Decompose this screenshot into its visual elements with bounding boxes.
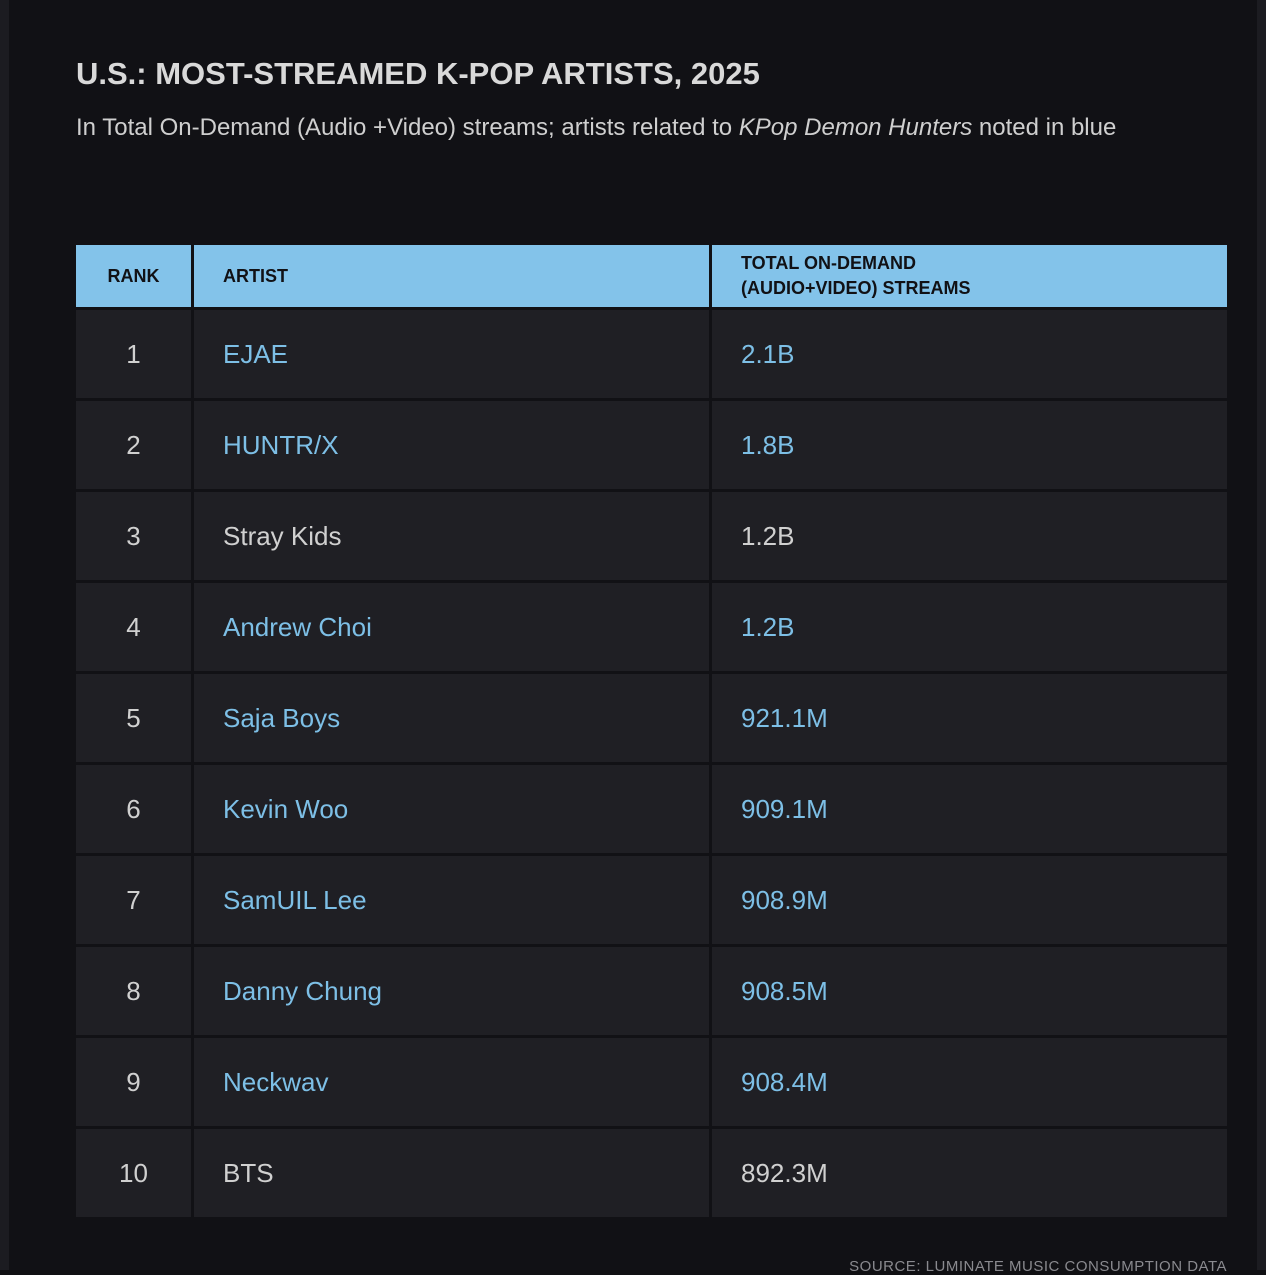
table-row: 1 EJAE 2.1B	[76, 310, 1227, 398]
artist-cell: BTS	[191, 1129, 709, 1217]
artist-cell: Stray Kids	[191, 492, 709, 580]
rank-cell: 1	[126, 338, 141, 369]
artist-cell: Saja Boys	[191, 674, 709, 762]
table-header: RANK ARTIST TOTAL ON-DEMAND (AUDIO+VIDEO…	[76, 245, 1227, 307]
streams-cell: 1.8B	[709, 401, 1227, 489]
rank-cell: 6	[126, 793, 141, 824]
artist-cell: Andrew Choi	[191, 583, 709, 671]
table-body: 1 EJAE 2.1B 2 HUNTR/X 1.8B 3 Stray Kids 1.2B 4 And…	[76, 310, 1227, 1217]
right-border	[1257, 0, 1266, 1270]
streams-cell: 1.2B	[709, 492, 1227, 580]
header-artist: ARTIST	[191, 245, 709, 307]
subtitle-suffix: noted in blue	[972, 114, 1117, 141]
rank-cell: 5	[126, 702, 141, 733]
artist-cell: HUNTR/X	[191, 401, 709, 489]
artist-cell: SamUIL Lee	[191, 856, 709, 944]
rank-cell: 10	[119, 1157, 148, 1188]
rank-cell: 4	[126, 611, 141, 642]
streams-cell: 908.5M	[709, 947, 1227, 1035]
streams-cell: 892.3M	[709, 1129, 1227, 1217]
chart-title: U.S.: MOST-STREAMED K-POP ARTISTS, 2025	[76, 56, 760, 91]
rank-cell: 9	[126, 1066, 141, 1097]
artist-cell: Neckwav	[191, 1038, 709, 1126]
subtitle-italic: KPop Demon Hunters	[738, 114, 973, 141]
chart-subtitle: In Total On-Demand (Audio +Video) stream…	[76, 110, 1136, 145]
table-row: 6 Kevin Woo 909.1M	[76, 765, 1227, 853]
streams-cell: 2.1B	[709, 310, 1227, 398]
header-streams-label: TOTAL ON-DEMAND (AUDIO+VIDEO) STREAMS	[741, 253, 971, 298]
streams-table: RANK ARTIST TOTAL ON-DEMAND (AUDIO+VIDEO…	[76, 245, 1227, 1217]
table-row: 2 HUNTR/X 1.8B	[76, 401, 1227, 489]
artist-cell: Kevin Woo	[191, 765, 709, 853]
table-row: 4 Andrew Choi 1.2B	[76, 583, 1227, 671]
table-row: 7 SamUIL Lee 908.9M	[76, 856, 1227, 944]
streams-cell: 909.1M	[709, 765, 1227, 853]
source-note: SOURCE: LUMINATE MUSIC CONSUMPTION DATA	[849, 1258, 1227, 1275]
table-row: 9 Neckwav 908.4M	[76, 1038, 1227, 1126]
subtitle-prefix: In Total On-Demand (Audio +Video) stream…	[76, 114, 739, 141]
header-rank: RANK	[107, 265, 160, 286]
header-streams: TOTAL ON-DEMAND (AUDIO+VIDEO) STREAMS	[709, 245, 1227, 307]
table-row: 5 Saja Boys 921.1M	[76, 674, 1227, 762]
artist-cell: Danny Chung	[191, 947, 709, 1035]
rank-cell: 2	[126, 429, 141, 460]
table-row: 3 Stray Kids 1.2B	[76, 492, 1227, 580]
streams-cell: 908.9M	[709, 856, 1227, 944]
streams-cell: 921.1M	[709, 674, 1227, 762]
left-border	[0, 0, 9, 1270]
rank-cell: 3	[126, 520, 141, 551]
streams-cell: 1.2B	[709, 583, 1227, 671]
table-row: 10 BTS 892.3M	[76, 1129, 1227, 1217]
streams-cell: 908.4M	[709, 1038, 1227, 1126]
table-row: 8 Danny Chung 908.5M	[76, 947, 1227, 1035]
artist-cell: EJAE	[191, 310, 709, 398]
rank-cell: 7	[126, 884, 141, 915]
rank-cell: 8	[126, 975, 141, 1006]
